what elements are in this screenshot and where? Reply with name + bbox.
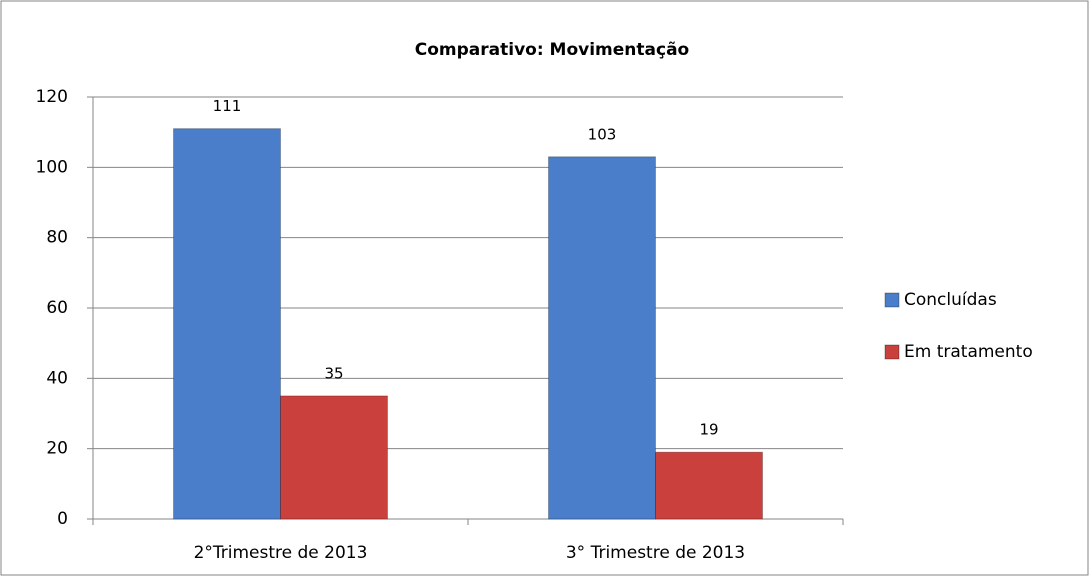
bar — [655, 451, 763, 520]
data-label: 111 — [213, 97, 242, 115]
y-tick-label: 40 — [46, 368, 68, 388]
y-tick-label: 20 — [46, 439, 68, 459]
bar — [173, 128, 281, 520]
legend-label: Concluídas — [904, 290, 997, 310]
legend-swatch — [884, 292, 900, 308]
data-label: 103 — [588, 125, 617, 143]
bar — [280, 395, 388, 520]
x-tick-label: 2°Trimestre de 2013 — [194, 543, 368, 563]
bar — [548, 156, 656, 520]
legend-swatch — [884, 344, 900, 360]
legend-label: Em tratamento — [904, 342, 1033, 362]
y-tick-label: 80 — [46, 228, 68, 248]
data-label: 19 — [699, 421, 718, 439]
y-tick-label: 120 — [36, 87, 68, 107]
y-tick-label: 0 — [57, 509, 68, 529]
y-tick-label: 60 — [46, 298, 68, 318]
x-tick-label: 3° Trimestre de 2013 — [566, 543, 745, 563]
data-label: 35 — [324, 364, 343, 382]
chart-title: Comparativo: Movimentação — [415, 40, 689, 60]
y-tick-label: 100 — [36, 157, 68, 177]
